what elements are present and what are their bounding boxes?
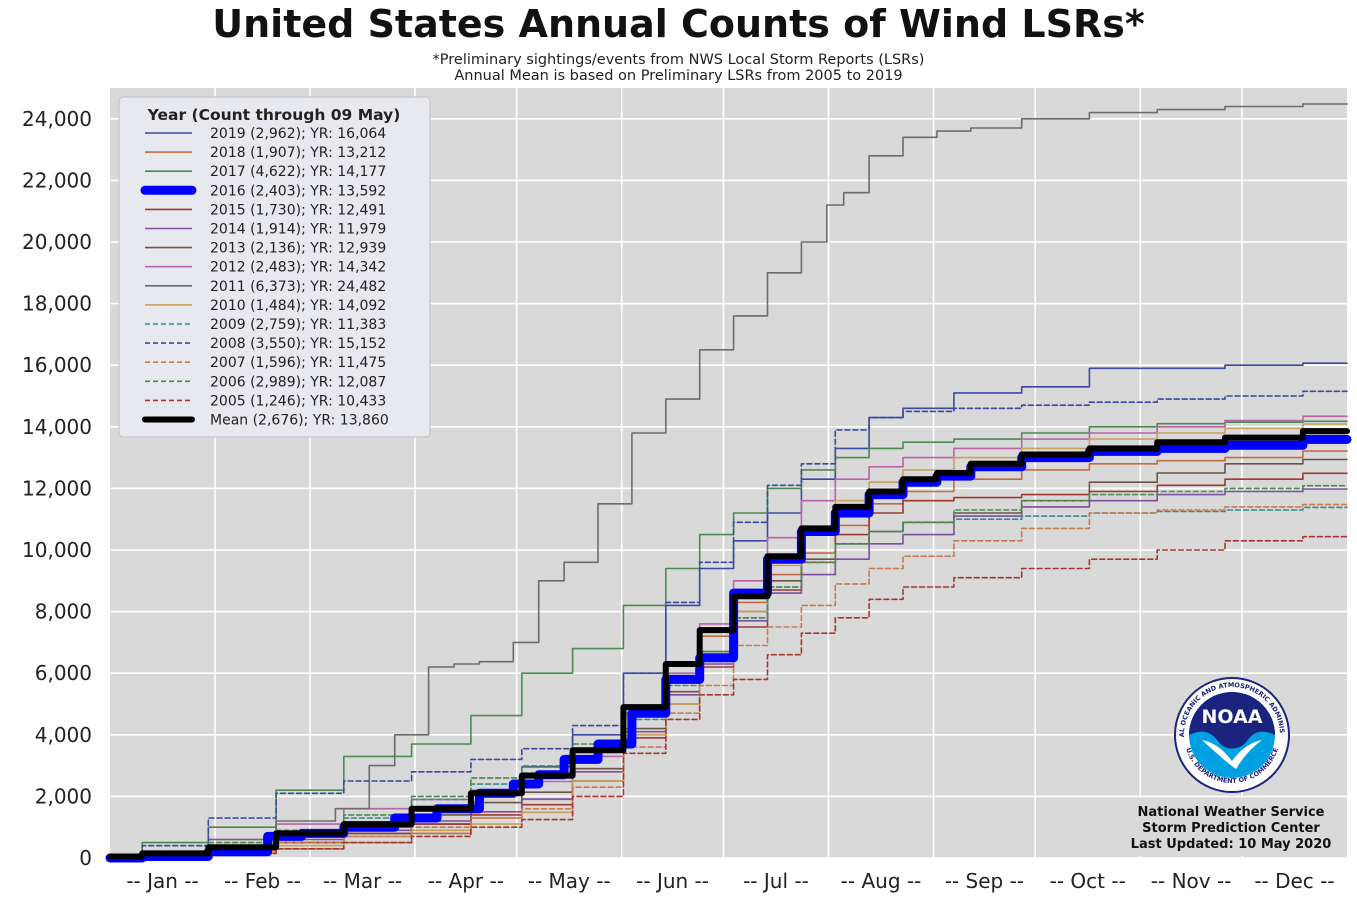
x-tick-label: -- Apr -- bbox=[428, 869, 504, 893]
y-tick-label: 22,000 bbox=[22, 168, 92, 192]
credits: National Weather Service Storm Predictio… bbox=[1118, 798, 1344, 856]
legend-label: 2013 (2,136); YR: 12,939 bbox=[210, 241, 386, 257]
series-line-14 bbox=[109, 535, 1348, 859]
x-tick-label: -- May -- bbox=[528, 869, 611, 893]
series-line-15 bbox=[107, 428, 1350, 860]
y-tick-label: 4,000 bbox=[35, 723, 92, 747]
credit-nws: National Weather Service bbox=[1138, 805, 1325, 820]
x-tick-label: -- Mar -- bbox=[323, 869, 402, 893]
y-tick-label: 10,000 bbox=[22, 538, 92, 562]
y-tick-label: 16,000 bbox=[22, 353, 92, 377]
chart-title: United States Annual Counts of Wind LSRs… bbox=[212, 2, 1145, 46]
x-tick-label: -- Nov -- bbox=[1151, 869, 1232, 893]
legend-items: 2019 (2,962); YR: 16,064 2018 (1,907); YR… bbox=[140, 126, 389, 429]
legend-label: 2008 (3,550); YR: 15,152 bbox=[210, 336, 386, 352]
noaa-logo-text: NOAA bbox=[1202, 706, 1263, 728]
credit-updated: Last Updated: 10 May 2020 bbox=[1131, 837, 1332, 852]
x-tick-label: -- Feb -- bbox=[224, 869, 301, 893]
x-axis-ticks: -- Jan -- -- Feb -- -- Mar -- -- Apr -- -- M… bbox=[126, 869, 1334, 893]
y-tick-label: 8,000 bbox=[35, 600, 92, 624]
y-tick-label: 6,000 bbox=[35, 661, 92, 685]
y-tick-label: 0 bbox=[79, 846, 92, 870]
credit-spc: Storm Prediction Center bbox=[1142, 821, 1320, 836]
legend-label: 2012 (2,483); YR: 14,342 bbox=[210, 260, 386, 276]
y-tick-label: 2,000 bbox=[35, 784, 92, 808]
legend-label: 2017 (4,622); YR: 14,177 bbox=[210, 164, 386, 180]
noaa-bird-icon bbox=[1202, 740, 1262, 769]
legend-label: 2006 (2,989); YR: 12,087 bbox=[210, 374, 386, 390]
legend-label: 2018 (1,907); YR: 13,212 bbox=[210, 145, 386, 161]
legend-title: Year (Count through 09 May) bbox=[147, 106, 401, 124]
x-tick-label: -- Dec -- bbox=[1254, 869, 1334, 893]
x-tick-label: -- Sep -- bbox=[945, 869, 1024, 893]
legend: Year (Count through 09 May) 2019 (2,962)… bbox=[118, 96, 431, 438]
series-line-12 bbox=[109, 503, 1348, 858]
x-tick-label: -- Oct -- bbox=[1050, 869, 1126, 893]
legend-label: 2005 (1,246); YR: 10,433 bbox=[210, 393, 386, 409]
y-tick-label: 18,000 bbox=[22, 292, 92, 316]
legend-label: 2019 (2,962); YR: 16,064 bbox=[210, 126, 386, 142]
noaa-logo: NOAA NATIONAL OCEANIC AND ATMOSPHERIC AD… bbox=[1174, 677, 1290, 793]
x-tick-label: -- Jun -- bbox=[636, 869, 709, 893]
noaa-logo-top bbox=[1189, 692, 1275, 749]
legend-label: 2007 (1,596); YR: 11,475 bbox=[210, 355, 386, 371]
legend-label: 2009 (2,759); YR: 11,383 bbox=[210, 317, 386, 333]
chart-subtitle-line-2: Annual Mean is based on Preliminary LSRs… bbox=[454, 68, 903, 84]
legend-box bbox=[118, 96, 431, 438]
series-layer bbox=[105, 103, 1352, 863]
y-axis-ticks: 0 2,000 4,000 6,000 8,000 10,000 12,000 14,000 1… bbox=[22, 107, 92, 870]
legend-label: 2014 (1,914); YR: 11,979 bbox=[210, 222, 386, 238]
y-tick-label: 24,000 bbox=[22, 107, 92, 131]
y-tick-label: 12,000 bbox=[22, 476, 92, 500]
legend-label: 2010 (1,484); YR: 14,092 bbox=[210, 298, 386, 314]
legend-label: 2011 (6,373); YR: 24,482 bbox=[210, 279, 386, 295]
x-tick-label: -- Jul -- bbox=[743, 869, 809, 893]
series-line-11 bbox=[109, 390, 1348, 856]
series-line-8 bbox=[109, 103, 1348, 857]
chart-subtitle-line-1: *Preliminary sightings/events from NWS L… bbox=[432, 52, 925, 68]
legend-label: 2016 (2,403); YR: 13,592 bbox=[210, 183, 386, 199]
y-tick-label: 20,000 bbox=[22, 230, 92, 254]
x-tick-label: -- Aug -- bbox=[841, 869, 922, 893]
y-tick-label: 14,000 bbox=[22, 415, 92, 439]
x-tick-label: -- Jan -- bbox=[126, 869, 198, 893]
legend-label: Mean (2,676); YR: 13,860 bbox=[210, 413, 389, 429]
legend-label: 2015 (1,730); YR: 12,491 bbox=[210, 202, 386, 218]
